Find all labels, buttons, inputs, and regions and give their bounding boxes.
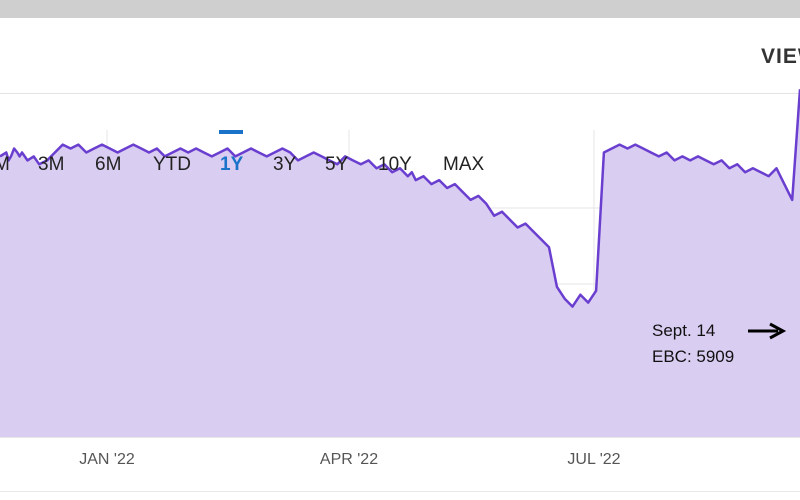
- tab-5y[interactable]: 5Y: [325, 154, 349, 175]
- top-bar: [0, 0, 800, 18]
- tab-ytd[interactable]: YTD: [153, 154, 191, 175]
- x-axis-ticks: JAN '22 APR '22 JUL '22: [79, 451, 620, 468]
- x-tick-label: JAN '22: [79, 451, 135, 468]
- tab-1y[interactable]: 1Y: [220, 154, 244, 175]
- header-divider: [0, 93, 800, 94]
- bottom-divider: [0, 491, 800, 492]
- annotation-value: EBC: 5909: [652, 347, 735, 366]
- x-tick-label: JUL '22: [567, 451, 620, 468]
- annotation-date: Sept. 14: [652, 321, 716, 340]
- tab-3m[interactable]: 3M: [38, 154, 65, 175]
- arrow-head: [769, 322, 787, 340]
- tab-m[interactable]: M: [0, 154, 10, 175]
- series-area-fill: [0, 89, 800, 437]
- x-tick-label: APR '22: [320, 451, 378, 468]
- tab-6m[interactable]: 6M: [95, 154, 122, 175]
- view-button[interactable]: VIEW: [761, 45, 800, 68]
- annotation-label: Sept. 14 EBC: 5909: [652, 318, 734, 370]
- tab-max[interactable]: MAX: [443, 154, 485, 175]
- active-tab-indicator: [219, 130, 243, 134]
- tab-10y[interactable]: 10Y: [378, 154, 412, 175]
- series-line: [0, 89, 800, 308]
- tab-3y[interactable]: 3Y: [273, 154, 297, 175]
- annotation-arrow: [748, 322, 787, 340]
